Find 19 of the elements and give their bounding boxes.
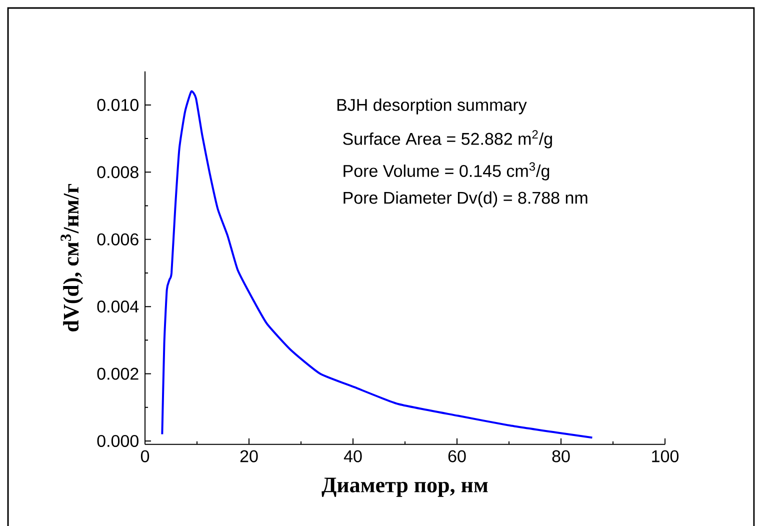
x-tick-label: 100 (652, 450, 679, 462)
y-tick-label: 0.010 (97, 98, 138, 111)
y-axis-title: dV(d), см$^{3}$/нм/г (60, 184, 84, 332)
x-tick-label: 80 (552, 450, 570, 462)
annotation: BJH desorption summary (337, 98, 527, 114)
x-axis-title: Диаметр пор, нм (322, 478, 488, 497)
y-tick-label: 0.006 (97, 233, 138, 246)
annotation: Pore Diameter Dv(d) = 8.788 nm (344, 191, 588, 208)
y-tick-label: 0.002 (97, 368, 138, 380)
annotation: Surface Area = 52.882 m$^{2}$/g (343, 130, 552, 148)
annotation: Pore Volume = 0.145 cm$^{3}$/g (344, 162, 550, 180)
y-tick-label: 0.004 (97, 300, 139, 313)
line-series (161, 90, 594, 439)
y-tick-label: 0.000 (97, 434, 138, 448)
y-tick-label: 0.008 (97, 166, 138, 178)
x-tick-label: 0 (140, 450, 150, 462)
x-tick-label: 40 (344, 450, 362, 462)
x-tick-label: 20 (240, 450, 258, 462)
x-tick-label: 60 (448, 450, 466, 462)
